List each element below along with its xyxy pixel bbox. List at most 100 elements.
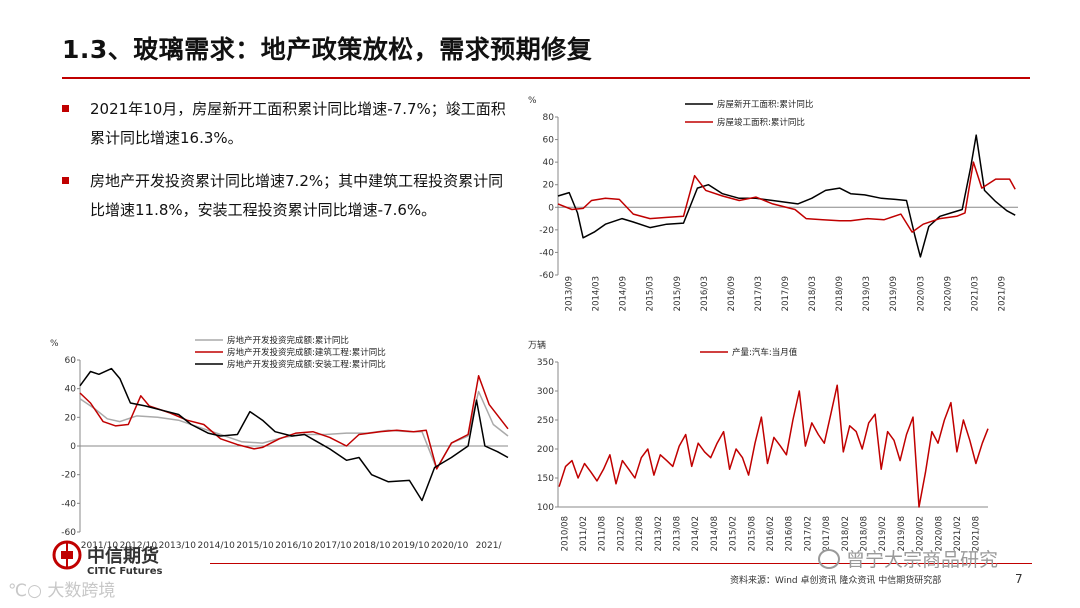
bullet-text-1: 2021年10月，房屋新开工面积累计同比增速-7.7%；竣工面积累计同比增速16…	[90, 100, 506, 147]
footer-rule	[210, 563, 1032, 564]
chart-area-x-tick-label: 2020/03	[916, 276, 926, 311]
chart-autos-x-tick-label: 2013/08	[673, 516, 683, 551]
chart-invest-x-tick-label: 2017/10	[314, 541, 352, 551]
chart-invest-y-tick-label: 60	[65, 356, 77, 366]
chart-autos-unit-label: 万辆	[528, 339, 546, 351]
logo-cn-text: 中信期货	[87, 546, 159, 567]
title-rule	[62, 77, 1030, 79]
chart-area-legend-label: 房屋竣工面积:累计同比	[717, 117, 805, 128]
chart-area-x-tick-label: 2014/03	[592, 276, 602, 311]
watermark-left: ℃○ 大数跨境	[8, 581, 116, 601]
chart-invest-series-line	[79, 375, 509, 470]
chart-autos-y-tick-label: 250	[537, 416, 554, 426]
chart-invest-legend-label: 房地产开发投资完成额:安装工程:累计同比	[227, 359, 386, 370]
chart-autos-x-tick-label: 2017/02	[803, 516, 813, 551]
chart-area-x-tick-label: 2018/03	[808, 276, 818, 311]
watermark-right: 曾宁大宗商品研究	[818, 545, 998, 572]
chart-area-legend-label: 房屋新开工面积:累计同比	[717, 99, 813, 110]
chart-autos-y-tick-label: 300	[537, 387, 554, 397]
slide-title: 1.3、玻璃需求：地产政策放松，需求预期修复	[62, 35, 593, 64]
chart-area-x-tick-label: 2013/09	[565, 276, 575, 311]
chart-invest-y-tick-label: -20	[61, 471, 76, 481]
chart-autos-x-tick-label: 2020/08	[934, 516, 944, 551]
chart-invest-x-tick-label: 2020/10	[431, 541, 469, 551]
chart-area-y-tick-label: -60	[539, 271, 554, 281]
chart-invest-series-line	[79, 367, 509, 502]
chart-autos-x-tick-label: 2013/02	[654, 516, 664, 551]
chart-invest-y-tick-label: 40	[65, 385, 77, 395]
chart-area-x-tick-label: 2021/03	[970, 276, 980, 311]
bullet-item-2: 房地产开发投资累计同比增速7.2%；其中建筑工程投资累计同比增速11.8%，安装…	[62, 167, 517, 225]
chart-invest-y-tick-label: 20	[65, 413, 77, 423]
chart-invest-x-tick-label: 2018/10	[353, 541, 391, 551]
chart-autos-svg: 万辆 350 300 250 200 150 100 2010/08 2011/02 2011/0…	[528, 339, 989, 551]
citic-logo-icon	[52, 540, 82, 570]
chart-area-svg: % 80 60 40 20 0 -20 -40 -60 2013/09 2014/03 2014/09…	[528, 96, 1018, 311]
chart-autos-x-tick-label: 2016/08	[785, 516, 795, 551]
chart-autos-x-tick-label: 2018/02	[841, 516, 851, 551]
chart-invest-x-tick-label: 2016/10	[275, 541, 313, 551]
chart-autos-x-tick-label: 2011/02	[579, 516, 589, 551]
chart-area-x-tick-label: 2019/03	[862, 276, 872, 311]
chart-area-y-tick-label: 80	[543, 113, 555, 123]
chart-invest-x-tick-label: 2011/10	[81, 541, 119, 551]
chart-invest-x-tick-label: 2021/	[476, 541, 503, 551]
chart-invest: % 60 40 20 0 -20 -40 -60 2011/10 2012/10 2013/10 20…	[50, 330, 515, 560]
chart-invest-y-tick-label: 0	[70, 442, 76, 452]
bullet-item-1: 2021年10月，房屋新开工面积累计同比增速-7.7%；竣工面积累计同比增速16…	[62, 95, 517, 153]
chart-autos-y-tick-label: 100	[537, 503, 554, 513]
chart-invest-unit-label: %	[50, 339, 59, 349]
wechat-icon	[818, 549, 840, 569]
chart-area-y-tick-label: 40	[543, 158, 555, 168]
chart-autos-x-tick-label: 2017/08	[822, 516, 832, 551]
chart-autos-x-tick-label: 2019/02	[878, 516, 888, 551]
chart-invest-x-tick-label: 2019/10	[392, 541, 430, 551]
chart-autos-x-tick-label: 2016/02	[766, 516, 776, 551]
chart-area-y-tick-label: -40	[539, 248, 554, 258]
chart-autos-y-tick-label: 350	[537, 358, 554, 368]
bullet-text-2: 房地产开发投资累计同比增速7.2%；其中建筑工程投资累计同比增速11.8%，安装…	[90, 172, 504, 219]
chart-area-series-line	[557, 134, 1016, 258]
chart-autos-legend-label: 产量:汽车:当月值	[732, 347, 798, 358]
chart-area-x-tick-label: 2015/09	[673, 276, 683, 311]
chart-autos-x-tick-label: 2010/08	[560, 516, 570, 551]
chart-area-x-tick-label: 2016/09	[727, 276, 737, 311]
chart-area-x-tick-label: 2016/03	[700, 276, 710, 311]
chart-area: % 80 60 40 20 0 -20 -40 -60 2013/09 2014/03 2014/09…	[520, 92, 1040, 327]
chart-area-y-tick-label: -20	[539, 226, 554, 236]
chart-invest-x-tick-label: 2014/10	[197, 541, 235, 551]
chart-invest-x-tick-label: 2012/10	[120, 541, 158, 551]
bullet-square-icon	[62, 177, 69, 184]
chart-autos-x-tick-label: 2021/02	[953, 516, 963, 551]
chart-invest-y-tick-label: -40	[61, 499, 76, 509]
chart-area-x-tick-label: 2019/09	[889, 276, 899, 311]
chart-autos-x-tick-label: 2021/08	[972, 516, 982, 551]
chart-autos-x-tick-label: 2014/08	[710, 516, 720, 551]
chart-area-x-tick-label: 2018/09	[835, 276, 845, 311]
chart-area-unit-label: %	[528, 96, 537, 106]
chart-autos: 万辆 350 300 250 200 150 100 2010/08 2011/02 2011/0…	[520, 330, 1000, 560]
chart-autos-x-tick-label: 2015/08	[747, 516, 757, 551]
chart-area-x-tick-label: 2020/09	[943, 276, 953, 311]
chart-area-y-tick-label: 0	[548, 203, 554, 213]
chart-area-x-tick-label: 2017/09	[781, 276, 791, 311]
chart-autos-x-tick-label: 2018/08	[859, 516, 869, 551]
chart-autos-series-line	[558, 384, 989, 508]
chart-invest-x-tick-label: 2015/10	[236, 541, 274, 551]
chart-invest-y-tick-label: -60	[61, 528, 76, 538]
chart-area-y-tick-label: 60	[543, 136, 555, 146]
chart-autos-x-tick-label: 2015/02	[729, 516, 739, 551]
logo-en-text: CITIC Futures	[87, 566, 163, 577]
chart-autos-x-tick-label: 2012/02	[616, 516, 626, 551]
page-number: 7	[1015, 572, 1023, 586]
chart-autos-y-tick-label: 200	[537, 445, 554, 455]
source-note: 资料来源：Wind 卓创资讯 隆众资讯 中信期货研究部	[730, 576, 942, 586]
chart-autos-x-tick-label: 2014/02	[691, 516, 701, 551]
bullet-list: 2021年10月，房屋新开工面积累计同比增速-7.7%；竣工面积累计同比增速16…	[62, 95, 517, 239]
chart-invest-legend-label: 房地产开发投资完成额:建筑工程:累计同比	[227, 347, 386, 358]
chart-invest-x-tick-label: 2013/10	[159, 541, 197, 551]
chart-autos-x-tick-label: 2020/02	[916, 516, 926, 551]
chart-area-y-tick-label: 20	[543, 181, 555, 191]
chart-area-x-tick-label: 2014/09	[619, 276, 629, 311]
